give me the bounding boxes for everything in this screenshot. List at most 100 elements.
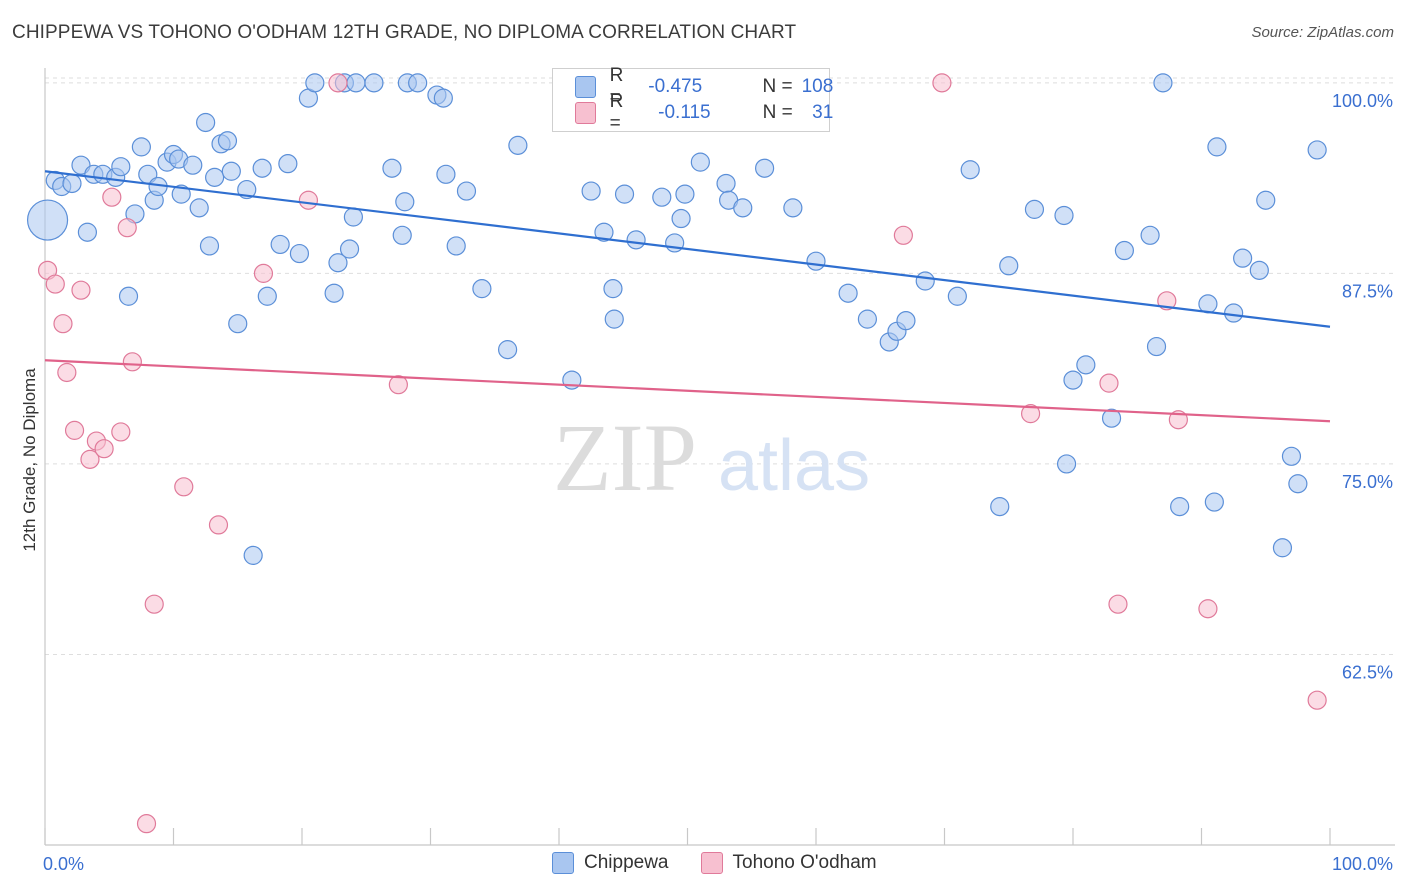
legend-row-chippewa: R = -0.475 N = 108 <box>575 65 834 108</box>
point-chippewa-101 <box>1249 260 1269 280</box>
y-tick-label-3: 62.5% <box>1342 662 1393 682</box>
point-chippewa-85 <box>1024 199 1045 219</box>
point-chippewa-41 <box>339 239 360 259</box>
point-chippewa-65 <box>652 187 672 207</box>
point-chippewa-57 <box>508 135 528 155</box>
point-tohono-oodham-30 <box>1307 690 1327 710</box>
point-tohono-oodham-3 <box>57 362 77 383</box>
point-chippewa-87 <box>1056 454 1077 474</box>
point-chippewa-95 <box>1170 497 1190 517</box>
point-chippewa-88 <box>1063 370 1083 390</box>
point-chippewa-102 <box>1256 190 1276 210</box>
point-chippewa-99 <box>1224 303 1244 323</box>
point-chippewa-54 <box>456 181 477 201</box>
watermark-atlas: atlas <box>718 426 870 506</box>
legend-swatch-tohono-oodham <box>575 102 596 124</box>
point-chippewa-90 <box>1101 408 1122 428</box>
point-tohono-oodham-6 <box>80 449 100 469</box>
legend-r-value: -0.115 <box>658 102 711 123</box>
point-chippewa-27 <box>221 161 241 181</box>
point-chippewa-98 <box>1207 137 1227 157</box>
point-tohono-oodham-27 <box>1157 291 1177 311</box>
point-tohono-oodham-2 <box>53 314 73 334</box>
point-chippewa-0 <box>26 199 69 241</box>
trend-line-tohono-oodham <box>44 359 1331 423</box>
point-chippewa-76 <box>838 283 858 303</box>
point-chippewa-105 <box>1288 474 1308 494</box>
point-chippewa-89 <box>1076 355 1096 375</box>
point-chippewa-106 <box>1307 140 1327 160</box>
point-chippewa-93 <box>1146 336 1167 357</box>
point-chippewa-77 <box>857 309 878 329</box>
point-tohono-oodham-19 <box>328 73 348 93</box>
point-chippewa-21 <box>189 198 209 218</box>
legend-n-label: N = <box>762 102 793 123</box>
point-chippewa-5 <box>77 222 98 242</box>
legend-n-value: 108 <box>801 76 834 97</box>
stats-legend: R = -0.475 N = 108 R = -0.115 N = 31 <box>552 65 834 134</box>
point-tohono-oodham-9 <box>102 187 122 207</box>
point-chippewa-52 <box>436 164 456 184</box>
y-tick-labels: 100.0% 87.5% 75.0% 62.5% <box>1332 91 1393 683</box>
point-chippewa-81 <box>915 271 935 291</box>
point-chippewa-32 <box>257 286 277 306</box>
series-legend-item-chippewa: Chippewa <box>552 852 669 874</box>
watermark: ZIP atlas <box>553 404 870 511</box>
point-tohono-oodham-24 <box>1020 404 1041 424</box>
point-chippewa-69 <box>690 152 710 172</box>
point-chippewa-56 <box>498 340 518 360</box>
point-tohono-oodham-18 <box>298 190 319 210</box>
point-chippewa-55 <box>472 279 492 299</box>
point-chippewa-83 <box>960 160 980 180</box>
point-chippewa-35 <box>289 243 310 264</box>
x-tick-label-max: 100.0% <box>1332 854 1393 874</box>
point-chippewa-103 <box>1272 538 1293 558</box>
point-chippewa-3 <box>62 173 82 194</box>
point-chippewa-33 <box>270 234 290 255</box>
point-chippewa-22 <box>196 112 216 133</box>
point-chippewa-46 <box>395 192 415 212</box>
legend-n-label: N = <box>762 76 793 97</box>
point-chippewa-94 <box>1153 73 1173 93</box>
point-chippewa-19 <box>171 184 191 204</box>
point-chippewa-31 <box>252 158 272 178</box>
point-chippewa-82 <box>947 286 967 306</box>
point-chippewa-68 <box>675 184 695 204</box>
point-chippewa-73 <box>754 158 775 178</box>
point-tohono-oodham-13 <box>136 814 157 834</box>
point-chippewa-43 <box>346 73 366 93</box>
y-axis-label: 12th Grade, No Diploma <box>20 368 39 552</box>
watermark-zip: ZIP <box>553 404 697 511</box>
point-chippewa-44 <box>364 73 384 93</box>
legend-r-value: -0.475 <box>648 76 703 97</box>
point-chippewa-28 <box>228 314 248 334</box>
point-chippewa-45 <box>382 158 402 178</box>
point-chippewa-74 <box>783 198 803 218</box>
point-tohono-oodham-20 <box>388 375 408 395</box>
point-chippewa-91 <box>1114 240 1135 261</box>
legend-row-tohono-oodham: R = -0.115 N = 31 <box>575 91 833 134</box>
point-chippewa-61 <box>603 279 623 299</box>
point-tohono-oodham-1 <box>45 274 65 294</box>
point-chippewa-70 <box>716 173 736 194</box>
point-chippewa-64 <box>626 230 646 250</box>
series-chippewa <box>26 73 1327 565</box>
point-tohono-oodham-23 <box>932 73 952 93</box>
point-tohono-oodham-14 <box>144 594 164 614</box>
series-legend-label-tohono-oodham: Tohono O'odham <box>732 852 877 873</box>
point-chippewa-92 <box>1140 225 1160 245</box>
point-chippewa-75 <box>806 251 826 271</box>
trend-line-chippewa <box>44 170 1331 328</box>
point-tohono-oodham-29 <box>1198 599 1218 619</box>
point-chippewa-9 <box>111 157 131 177</box>
point-tohono-oodham-5 <box>71 280 91 300</box>
point-chippewa-80 <box>896 311 916 331</box>
point-chippewa-26 <box>217 131 238 151</box>
point-chippewa-12 <box>131 137 151 157</box>
x-tick-label-min: 0.0% <box>43 854 84 874</box>
series-legend-label-chippewa: Chippewa <box>584 852 669 873</box>
legend-r-label: R = <box>609 65 624 108</box>
y-tick-label-2: 75.0% <box>1342 472 1393 492</box>
series-legend-swatch-tohono-oodham <box>700 852 723 874</box>
